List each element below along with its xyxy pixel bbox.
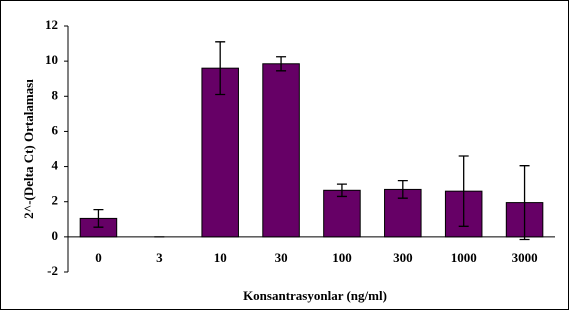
bar	[323, 189, 361, 238]
y-tick-label: 2	[52, 193, 59, 208]
error-bar	[458, 155, 469, 227]
x-tick-label: 3000	[512, 250, 538, 265]
error-bar	[519, 165, 530, 241]
y-tick-label: 10	[45, 52, 58, 67]
bar	[201, 67, 239, 238]
x-axis-label: Konsantrasyonlar (ng/ml)	[243, 288, 387, 303]
error-bar	[336, 183, 347, 198]
y-tick-label: 4	[52, 158, 59, 173]
y-tick-label: -2	[47, 263, 58, 278]
x-tick-label: 100	[332, 250, 352, 265]
y-tick-label: 12	[45, 17, 58, 32]
x-tick-label: 1000	[451, 250, 477, 265]
error-bar	[276, 56, 287, 72]
x-tick-label: 3	[156, 250, 163, 265]
error-bar	[215, 41, 226, 96]
x-tick-label: 30	[275, 250, 288, 265]
x-tick-label: 0	[95, 250, 102, 265]
y-axis-label: 2^-(Delta Ct) Ortalaması	[21, 79, 36, 219]
bar	[262, 63, 300, 238]
y-tick-label: 0	[52, 228, 59, 243]
y-tick-label: 6	[52, 122, 59, 137]
y-tick-label: 8	[52, 87, 59, 102]
x-tick-label: 300	[393, 250, 413, 265]
error-bar	[397, 179, 408, 199]
x-tick-label: 10	[214, 250, 227, 265]
error-bar	[93, 208, 104, 228]
